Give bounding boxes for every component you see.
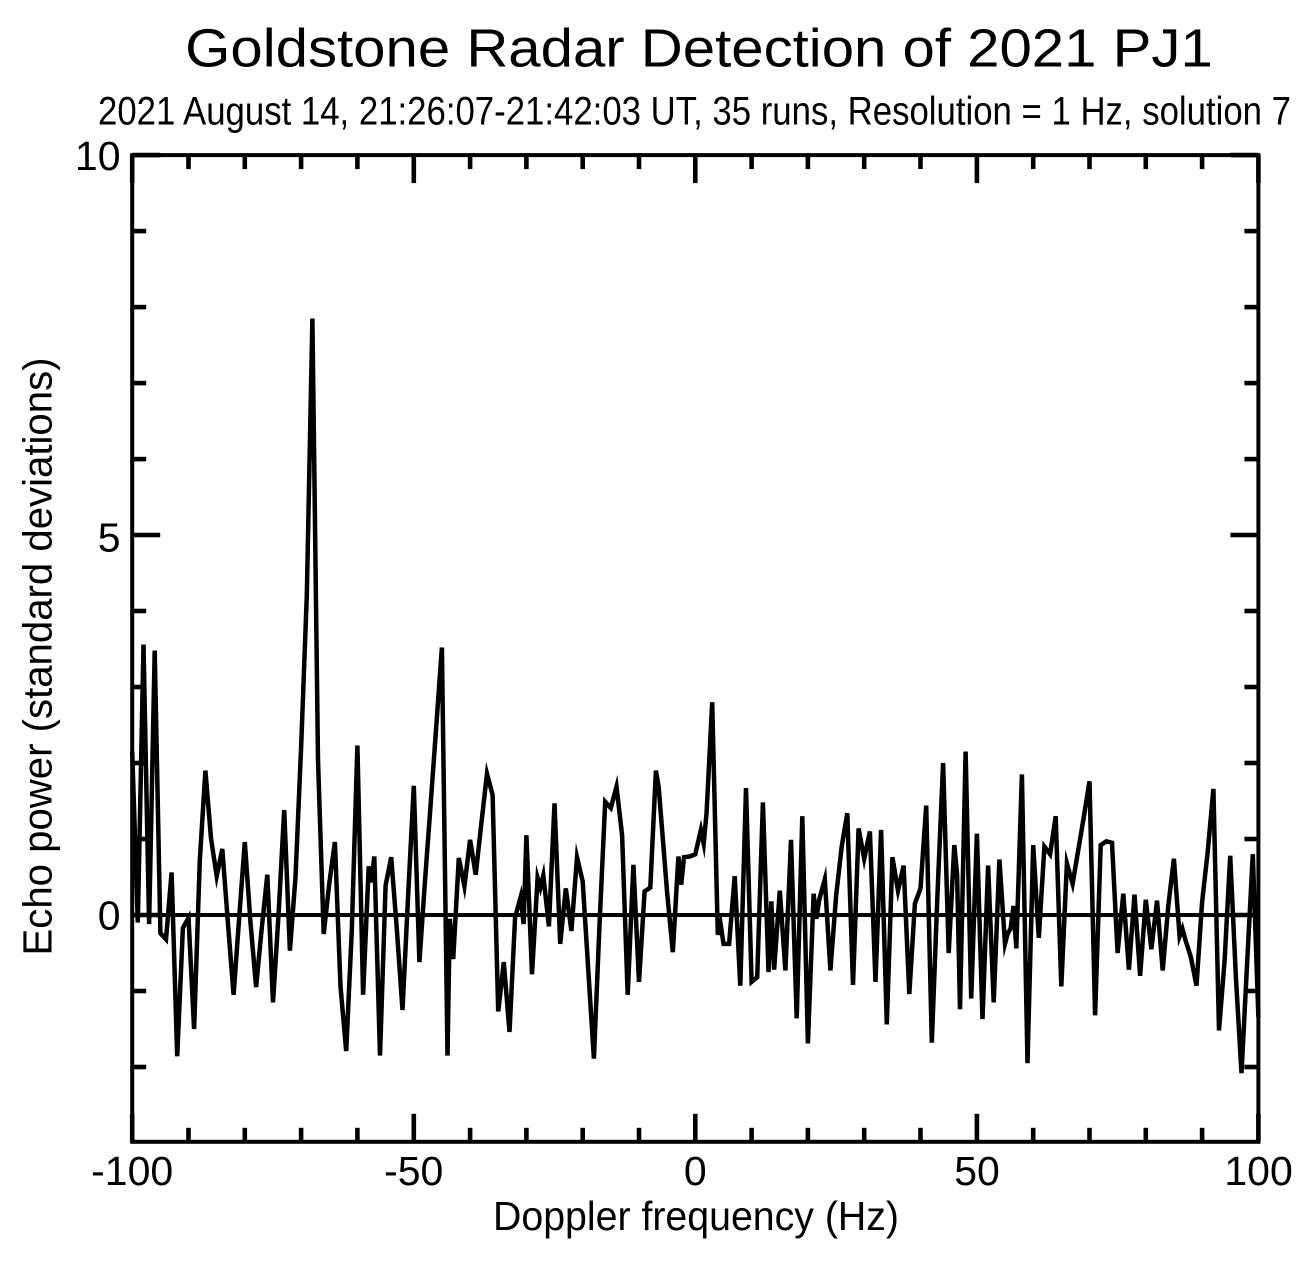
svg-text:Echo power (standard deviation: Echo power (standard deviations) — [15, 357, 61, 955]
svg-text:Doppler frequency (Hz): Doppler frequency (Hz) — [493, 1193, 899, 1239]
svg-text:10: 10 — [75, 133, 121, 179]
svg-text:100: 100 — [1224, 1148, 1292, 1194]
svg-text:2021 August 14, 21:26:07-21:42: 2021 August 14, 21:26:07-21:42:03 UT, 35… — [98, 90, 1291, 134]
svg-text:0: 0 — [98, 893, 121, 939]
svg-text:-50: -50 — [384, 1148, 443, 1194]
svg-text:-100: -100 — [91, 1148, 173, 1194]
svg-text:Goldstone Radar Detection of 2: Goldstone Radar Detection of 2021 PJ1 — [185, 19, 1213, 79]
svg-text:50: 50 — [954, 1148, 1000, 1194]
svg-text:0: 0 — [684, 1148, 707, 1194]
svg-text:5: 5 — [98, 514, 121, 560]
